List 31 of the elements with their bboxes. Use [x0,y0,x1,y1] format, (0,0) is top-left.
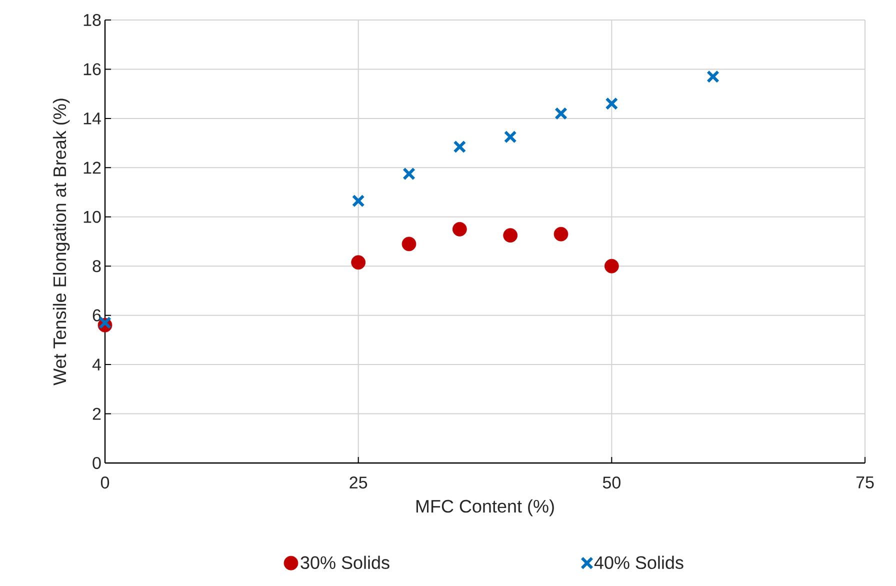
y-tick-label: 4 [92,358,101,370]
x-tick-label: 0 [100,476,110,489]
point [504,130,517,144]
point [554,226,568,242]
point [352,194,365,208]
point [402,167,416,180]
y-tick-label: 14 [84,112,101,124]
point [604,258,619,274]
point [351,255,366,270]
y-tick-label: 12 [84,162,101,174]
point [402,236,416,252]
y-tick-label: 6 [92,309,101,322]
y-tick-label: 8 [92,260,101,272]
legend-label: 40% Solids [594,556,684,570]
y-tick-label: 10 [84,210,101,223]
point [605,97,618,110]
y-axis-title: Wet Tensile Elongation at Break (%) [52,98,70,386]
y-tick-label: 2 [92,408,101,420]
point [452,222,467,236]
point [453,140,466,154]
point [554,107,568,120]
x-tick-label: 75 [856,476,874,488]
x-axis-title: MFC Content (%) [416,499,554,516]
point [706,70,720,84]
x-tick-label: 50 [602,476,620,489]
point [503,228,518,243]
y-tick-label: 18 [84,14,101,26]
x-tick-label: 25 [350,476,368,489]
y-tick-label: 16 [84,63,101,76]
legend-label: 30% Solids [300,556,390,570]
y-tick-label: 0 [92,456,101,470]
